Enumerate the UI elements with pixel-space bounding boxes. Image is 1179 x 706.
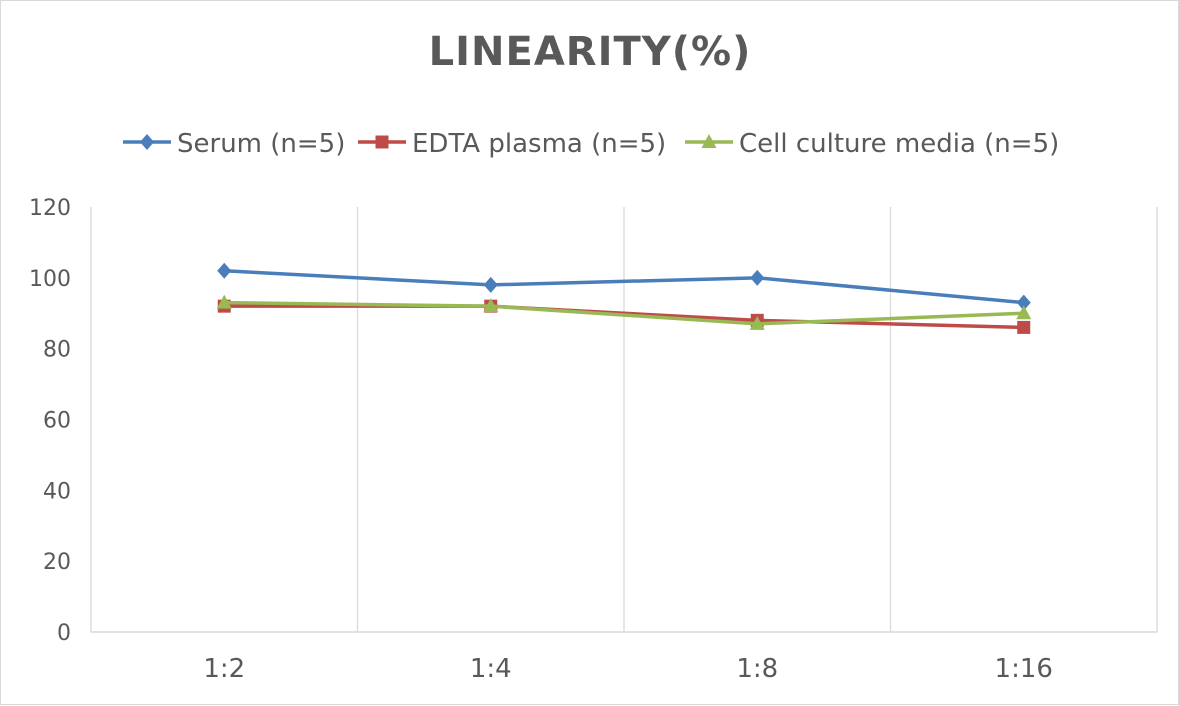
legend-label: Cell culture media (n=5) <box>739 129 1059 159</box>
data-point-diamond <box>140 134 154 150</box>
legend-label: EDTA plasma (n=5) <box>412 129 666 159</box>
legend-label: Serum (n=5) <box>177 129 345 159</box>
y-tick-label: 120 <box>29 196 71 221</box>
data-point-square <box>1017 320 1031 334</box>
series-line <box>224 300 1024 326</box>
y-tick-label: 60 <box>43 409 71 434</box>
chart-title: LINEARITY(%) <box>429 29 752 75</box>
data-point-diamond <box>483 276 498 293</box>
data-point-triangle <box>216 294 232 309</box>
series-2 <box>216 294 1032 330</box>
data-point-triangle <box>483 298 499 313</box>
data-point-triangle <box>701 134 717 148</box>
series-0 <box>217 262 1031 311</box>
data-point-diamond <box>1016 294 1031 311</box>
y-tick-label: 100 <box>29 267 71 292</box>
data-point-diamond <box>217 262 232 279</box>
x-tick-label: 1:16 <box>995 654 1053 684</box>
data-point-diamond <box>750 269 765 286</box>
x-tick-label: 1:4 <box>470 654 512 684</box>
series-line <box>224 304 1024 330</box>
data-point-triangle <box>1016 305 1032 320</box>
y-tick-label: 20 <box>43 550 71 575</box>
data-point-triangle <box>749 315 765 330</box>
y-tick-label: 80 <box>43 338 71 363</box>
series-group <box>216 262 1032 334</box>
y-tick-label: 0 <box>57 621 71 646</box>
y-tick-label: 40 <box>43 479 71 504</box>
axes: 0 20 40 60 80 100 120 1:2 1:4 1:8 1:16 <box>29 196 1157 684</box>
legend: Serum (n=5) EDTA plasma (n=5) Cell culture… <box>123 129 1059 159</box>
series-line <box>224 269 1024 305</box>
data-point-square <box>375 135 389 149</box>
x-tick-label: 1:2 <box>203 654 245 684</box>
x-tick-label: 1:8 <box>736 654 778 684</box>
